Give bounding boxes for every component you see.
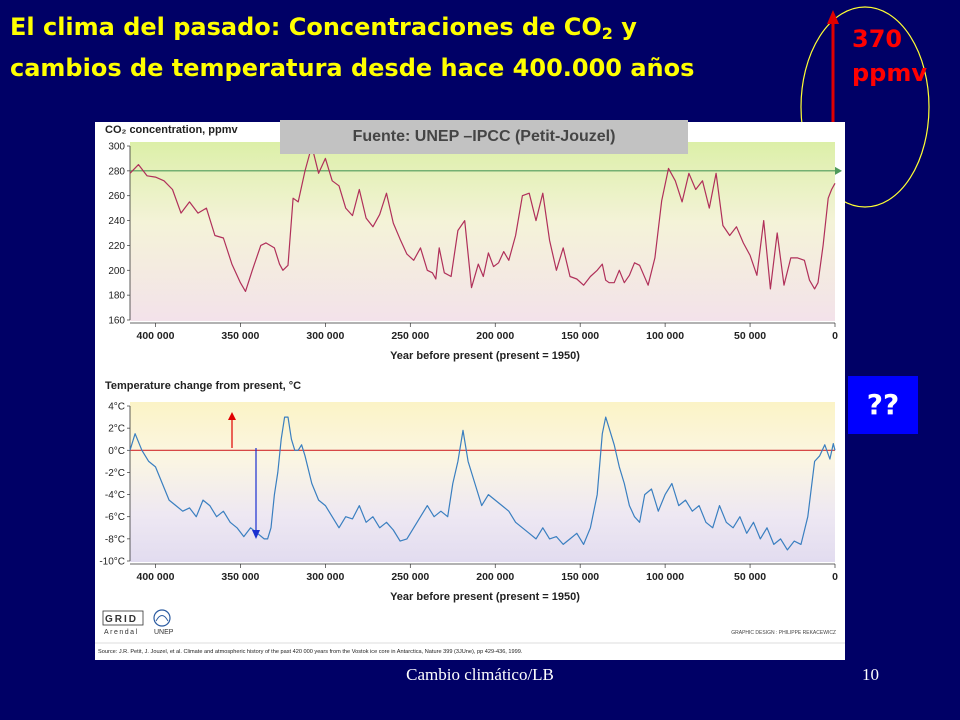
callout-value: 370 (852, 25, 903, 53)
temp-series-line (129, 416, 836, 551)
temp-x-tick-label: 50 000 (734, 571, 766, 583)
temp-red-arrow-head (228, 412, 236, 420)
temp-x-tick-label: 150 000 (561, 571, 599, 583)
co2-x-tick-label: 100 000 (646, 330, 684, 342)
co2-reference-arrow (835, 166, 842, 175)
grid-arendal-logo: GRID Arendal (102, 610, 144, 636)
co2-y-tick-label: 160 (108, 316, 125, 327)
temp-blue-arrow-head (252, 530, 260, 539)
grid-logo-box (102, 610, 144, 626)
unep-emblem (153, 609, 171, 627)
temp-y-tick-label: -6°C (105, 512, 125, 523)
temp-y-tick-label: -8°C (105, 534, 125, 545)
temp-x-tick-label: 100 000 (646, 571, 684, 583)
co2-y-tick-label: 280 (108, 166, 125, 177)
temp-y-tick-label: 0°C (108, 446, 125, 457)
co2-x-tick-label: 200 000 (476, 330, 514, 342)
unep-emblem-leaf (155, 615, 169, 622)
temp-y-tick-label: -10°C (99, 557, 125, 568)
source-banner: Fuente: UNEP –IPCC (Petit-Jouzel) (280, 120, 688, 154)
temp-y-tick-label: -4°C (105, 490, 125, 501)
temp-x-tick-label: 350 000 (221, 571, 259, 583)
co2-x-tick-label: 400 000 (136, 330, 174, 342)
co2-x-tick-label: 350 000 (221, 330, 259, 342)
co2-y-tick-label: 300 (108, 142, 125, 153)
temp-x-tick-label: 200 000 (476, 571, 514, 583)
co2-y-tick-label: 240 (108, 216, 125, 227)
co2-x-axis-label: Year before present (present = 1950) (390, 350, 580, 362)
temp-x-tick-label: 0 (832, 571, 838, 583)
co2-plot-bg (130, 142, 835, 321)
temp-y-tick-label: -2°C (105, 468, 125, 479)
co2-x-tick-label: 150 000 (561, 330, 599, 342)
co2-x-tick-label: 300 000 (306, 330, 344, 342)
graphic-credit: GRAPHIC DESIGN : PHILIPPE REKACEWICZ (731, 630, 836, 636)
callout-unit: ppmv (852, 59, 928, 87)
co2-y-tick-label: 200 (108, 266, 125, 277)
unep-logo-text: UNEP (154, 629, 174, 636)
co2-series-line (129, 145, 836, 292)
temp-chart-title: Temperature change from present, °C (105, 380, 301, 392)
temp-y-tick-label: 4°C (108, 402, 125, 413)
arendal-logo-text: Arendal (104, 629, 139, 636)
co2-chart-title: CO₂ concentration, ppmv (105, 124, 239, 136)
co2-y-tick-label: 260 (108, 191, 125, 202)
unep-logo: UNEP (153, 609, 174, 636)
temp-plot-bg (130, 402, 835, 562)
question-box: ?? (848, 376, 918, 434)
co2-callout: 370 ppmv (852, 22, 927, 90)
figure-svg: CO₂ concentration, ppmv Temperature chan… (95, 124, 845, 655)
co2-x-tick-label: 0 (832, 330, 838, 342)
co2-y-tick-label: 180 (108, 291, 125, 302)
co2-axes: 160 180 200 220 240 260 280 300 400 000 350 000 30… (108, 142, 842, 342)
callout-arrow-head (827, 10, 839, 24)
temp-x-axis-label: Year before present (present = 1950) (390, 591, 580, 603)
temp-axes: 4°C 2°C 0°C -2°C -4°C -6°C -8°C -10°C 400 000 350… (99, 402, 838, 584)
footer-center: Cambio climático/LB (406, 665, 554, 684)
title-line-2: cambios de temperatura desde hace 400.00… (10, 54, 695, 82)
figure-panel: CO₂ concentration, ppmv Temperature chan… (95, 122, 845, 660)
source-citation: Source: J.R. Petit, J. Jouzel, et al. Cl… (98, 649, 523, 655)
temp-y-tick-label: 2°C (108, 424, 125, 435)
co2-x-tick-label: 250 000 (391, 330, 429, 342)
page-number: 10 (862, 665, 879, 684)
co2-x-tick-label: 50 000 (734, 330, 766, 342)
grid-logo-text: GRID (105, 614, 138, 625)
temp-x-tick-label: 250 000 (391, 571, 429, 583)
co2-y-tick-label: 220 (108, 241, 125, 252)
title-line-1: El clima del pasado: Concentraciones de … (10, 13, 637, 43)
temp-x-tick-label: 400 000 (136, 571, 174, 583)
temp-x-tick-label: 300 000 (306, 571, 344, 583)
slide-title: El clima del pasado: Concentraciones de … (10, 10, 694, 85)
